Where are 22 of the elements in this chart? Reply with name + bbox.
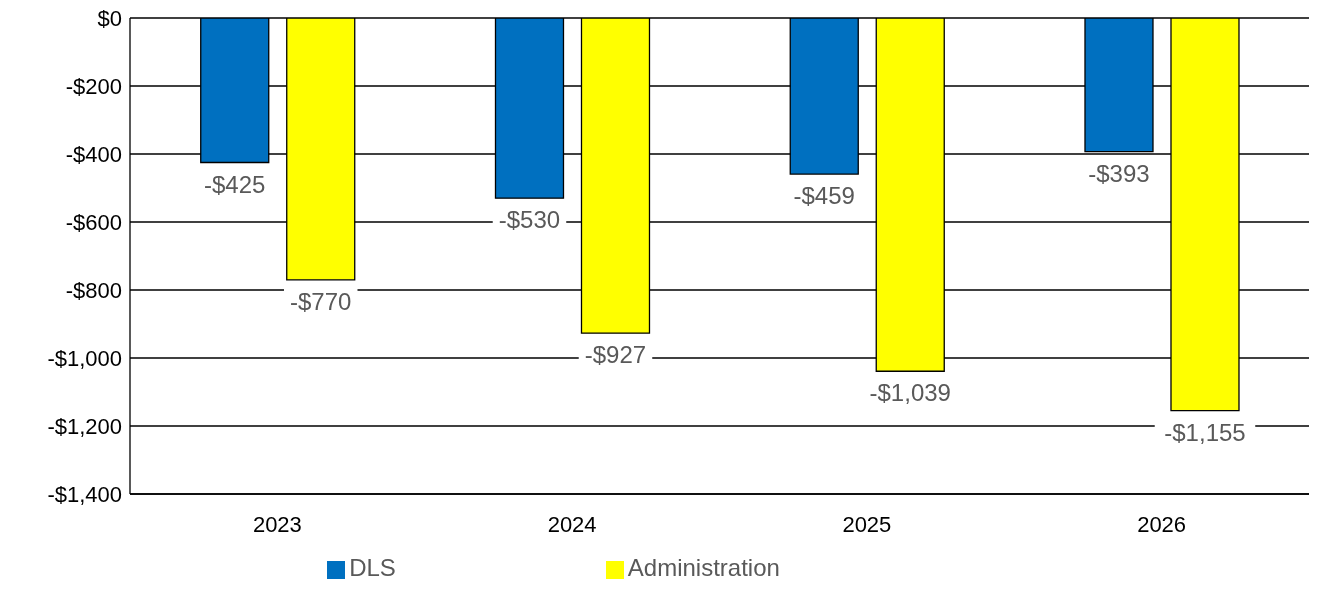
- legend-label: DLS: [349, 554, 396, 581]
- data-label: -$927: [584, 341, 647, 369]
- data-label: -$1,039: [869, 379, 951, 407]
- data-label: -$393: [1088, 159, 1150, 187]
- y-tick-label: $0: [97, 5, 122, 31]
- y-tick-label: -$1,000: [47, 345, 122, 371]
- data-label: -$459: [793, 182, 855, 210]
- x-tick-label: 2024: [547, 511, 597, 537]
- y-tick-label: -$800: [65, 277, 122, 303]
- x-tick-label: 2023: [252, 511, 302, 537]
- y-tick-label: -$600: [65, 209, 122, 235]
- data-label: -$530: [498, 206, 561, 234]
- data-label: -$425: [204, 170, 266, 198]
- x-tick-label: 2026: [1137, 511, 1187, 537]
- legend-label: Administration: [627, 554, 780, 581]
- y-tick-label: -$1,400: [47, 481, 122, 507]
- data-label: -$1,155: [1164, 418, 1246, 446]
- y-tick-label: -$400: [65, 141, 122, 167]
- data-label: -$770: [290, 287, 352, 315]
- y-tick-label: -$200: [65, 73, 122, 99]
- x-tick-label: 2025: [842, 511, 892, 537]
- y-tick-label: -$1,200: [47, 413, 122, 439]
